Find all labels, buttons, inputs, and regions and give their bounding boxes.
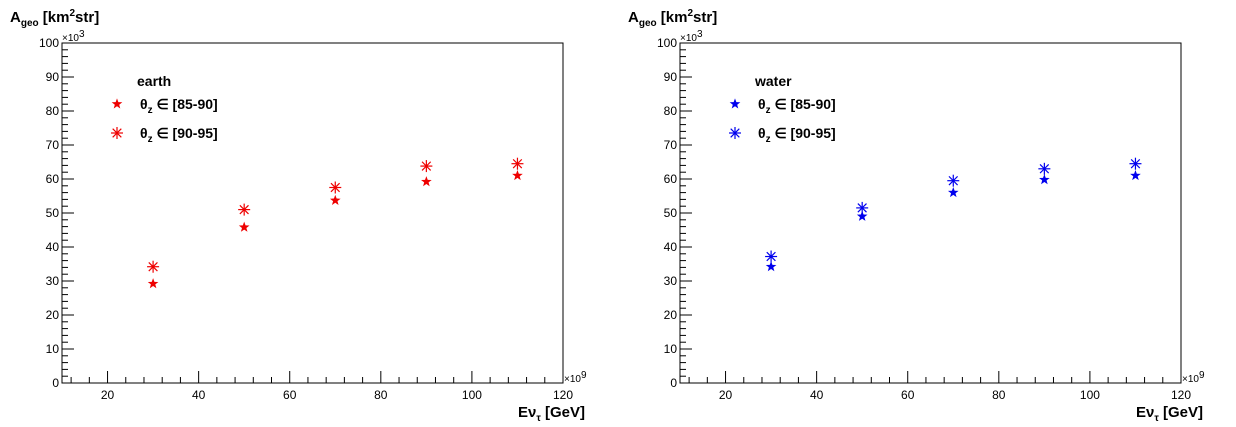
data-point xyxy=(511,157,524,170)
y-tick-label: 70 xyxy=(664,138,678,152)
data-point xyxy=(1129,157,1142,170)
data-point xyxy=(238,221,250,232)
x-tick-label: 80 xyxy=(992,388,1006,402)
y-tick-label: 0 xyxy=(52,376,59,390)
legend-title: earth xyxy=(137,73,171,89)
x-axis-title: Eντ [GeV] xyxy=(518,404,585,424)
data-point xyxy=(238,203,251,216)
data-point xyxy=(512,170,523,181)
y-tick-label: 50 xyxy=(664,206,678,220)
data-point xyxy=(1130,170,1141,181)
data-point xyxy=(147,278,159,289)
x-tick-label: 40 xyxy=(192,388,206,402)
y-tick-label: 60 xyxy=(46,172,60,186)
x-multiplier: ×109 xyxy=(564,370,587,385)
data-point xyxy=(147,260,160,273)
y-tick-label: 0 xyxy=(670,376,677,390)
y-tick-label: 20 xyxy=(46,308,60,322)
y-tick-label: 90 xyxy=(46,70,60,84)
y-tick-label: 80 xyxy=(664,104,678,118)
y-tick-label: 90 xyxy=(664,70,678,84)
legend-marker xyxy=(111,98,123,109)
y-multiplier: ×103 xyxy=(62,29,85,44)
y-tick-label: 30 xyxy=(46,274,60,288)
legend-entry: θz ∈ [90-95] xyxy=(758,125,836,145)
x-tick-label: 100 xyxy=(462,388,482,402)
y-tick-label: 70 xyxy=(46,138,60,152)
x-tick-label: 80 xyxy=(374,388,388,402)
plot-frame xyxy=(61,42,564,384)
legend-entry: θz ∈ [85-90] xyxy=(758,96,836,116)
y-tick-label: 40 xyxy=(664,240,678,254)
y-tick-label: 80 xyxy=(46,104,60,118)
x-tick-label: 20 xyxy=(101,388,115,402)
legend-marker xyxy=(729,127,741,139)
y-axis-title: Ageo [km2str] xyxy=(628,8,717,29)
data-point xyxy=(420,160,433,173)
x-tick-label: 100 xyxy=(1080,388,1100,402)
data-point xyxy=(765,250,778,263)
data-point xyxy=(421,176,432,187)
y-tick-label: 30 xyxy=(664,274,678,288)
data-point xyxy=(329,194,341,205)
data-point xyxy=(856,210,868,221)
legend-title: water xyxy=(754,73,792,89)
x-multiplier: ×109 xyxy=(1182,370,1205,385)
x-tick-label: 40 xyxy=(810,388,824,402)
legend-marker xyxy=(111,127,123,139)
data-point xyxy=(1039,174,1050,185)
chart-water: 0 10 20 30 40 50 60 70 80 90 100 20 40 60 80 100 120 ×103… xyxy=(628,8,1205,424)
y-tick-label: 100 xyxy=(657,36,677,50)
chart-earth: 0 10 20 30 40 50 60 70 80 90 100 20 40 60 80 100 120 ×103… xyxy=(10,8,587,424)
plot-frame xyxy=(679,42,1182,384)
data-point xyxy=(856,201,869,214)
y-tick-label: 100 xyxy=(39,36,59,50)
y-tick-label: 50 xyxy=(46,206,60,220)
y-tick-label: 10 xyxy=(46,342,60,356)
x-tick-label: 20 xyxy=(719,388,733,402)
x-tick-label: 120 xyxy=(553,388,573,402)
legend-entry: θz ∈ [85-90] xyxy=(140,96,218,116)
y-tick-label: 10 xyxy=(664,342,678,356)
y-tick-label: 60 xyxy=(664,172,678,186)
x-tick-label: 60 xyxy=(901,388,915,402)
data-point xyxy=(329,181,342,194)
legend-marker xyxy=(729,98,741,109)
y-multiplier: ×103 xyxy=(680,29,703,44)
data-point xyxy=(947,174,960,187)
data-point xyxy=(947,187,959,198)
legend-entry: θz ∈ [90-95] xyxy=(140,125,218,145)
x-tick-label: 120 xyxy=(1171,388,1191,402)
x-axis-title: Eντ [GeV] xyxy=(1136,404,1203,424)
y-tick-label: 40 xyxy=(46,240,60,254)
y-tick-label: 20 xyxy=(664,308,678,322)
x-tick-label: 60 xyxy=(283,388,297,402)
y-axis-title: Ageo [km2str] xyxy=(10,8,99,29)
data-point xyxy=(1038,162,1051,175)
data-point xyxy=(765,261,777,272)
